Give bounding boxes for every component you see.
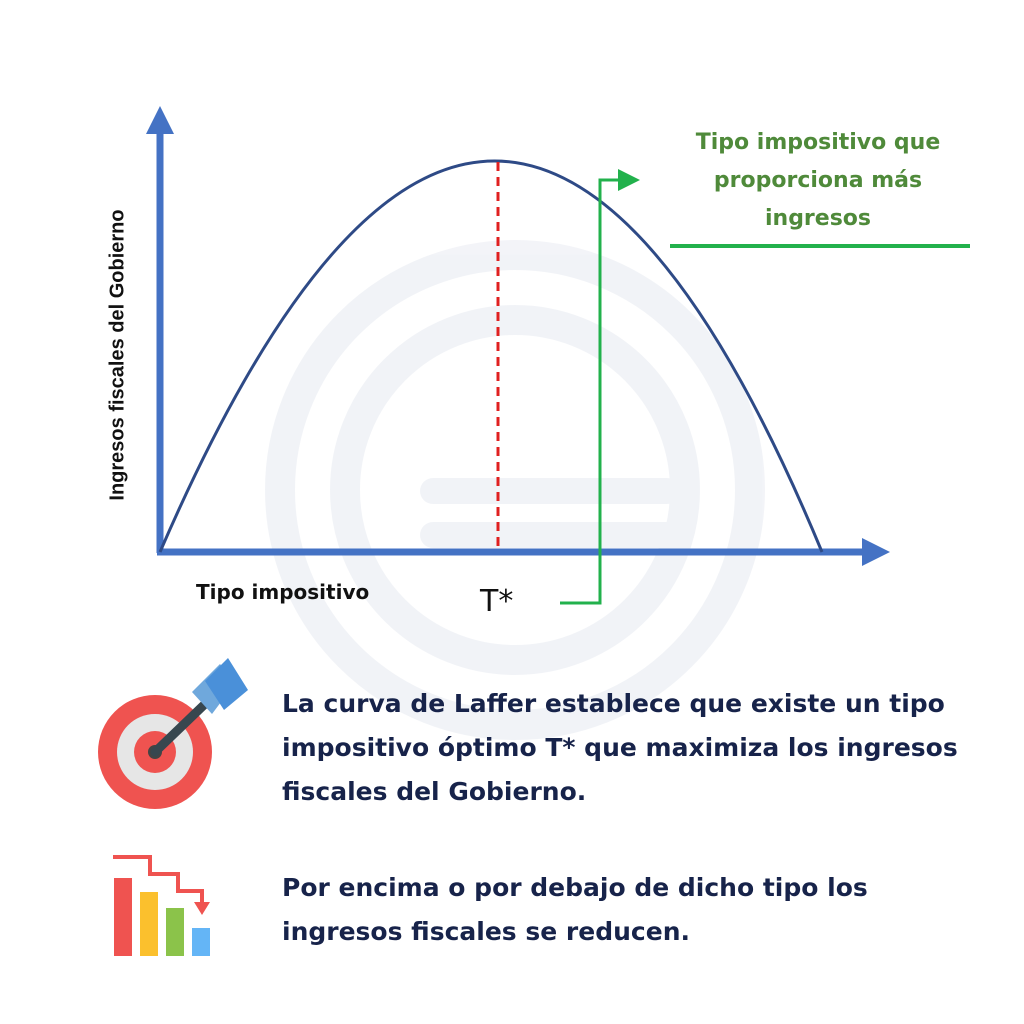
watermark-logo: [265, 240, 765, 740]
laffer-explanation-text: La curva de Laffer establece que existe …: [282, 689, 958, 806]
revenue-reduction-text: Por encima o por debajo de dicho tipo lo…: [282, 873, 868, 946]
y-axis-arrowhead: [146, 106, 174, 134]
x-axis-label: Tipo impositivo: [196, 580, 370, 604]
optimum-tax-label: T*: [480, 584, 514, 619]
optimum-callout-text: Tipo impositivo que proporciona más ingr…: [695, 130, 941, 231]
target-icon: [98, 658, 248, 809]
laffer-curve: [158, 159, 824, 553]
y-axis-label: Ingresos fiscales del Gobierno: [106, 209, 129, 501]
callout-connector: [560, 178, 618, 605]
declining-bars-icon: [113, 855, 210, 956]
callout-arrowhead: [618, 169, 640, 191]
x-axis-arrowhead: [862, 538, 890, 566]
